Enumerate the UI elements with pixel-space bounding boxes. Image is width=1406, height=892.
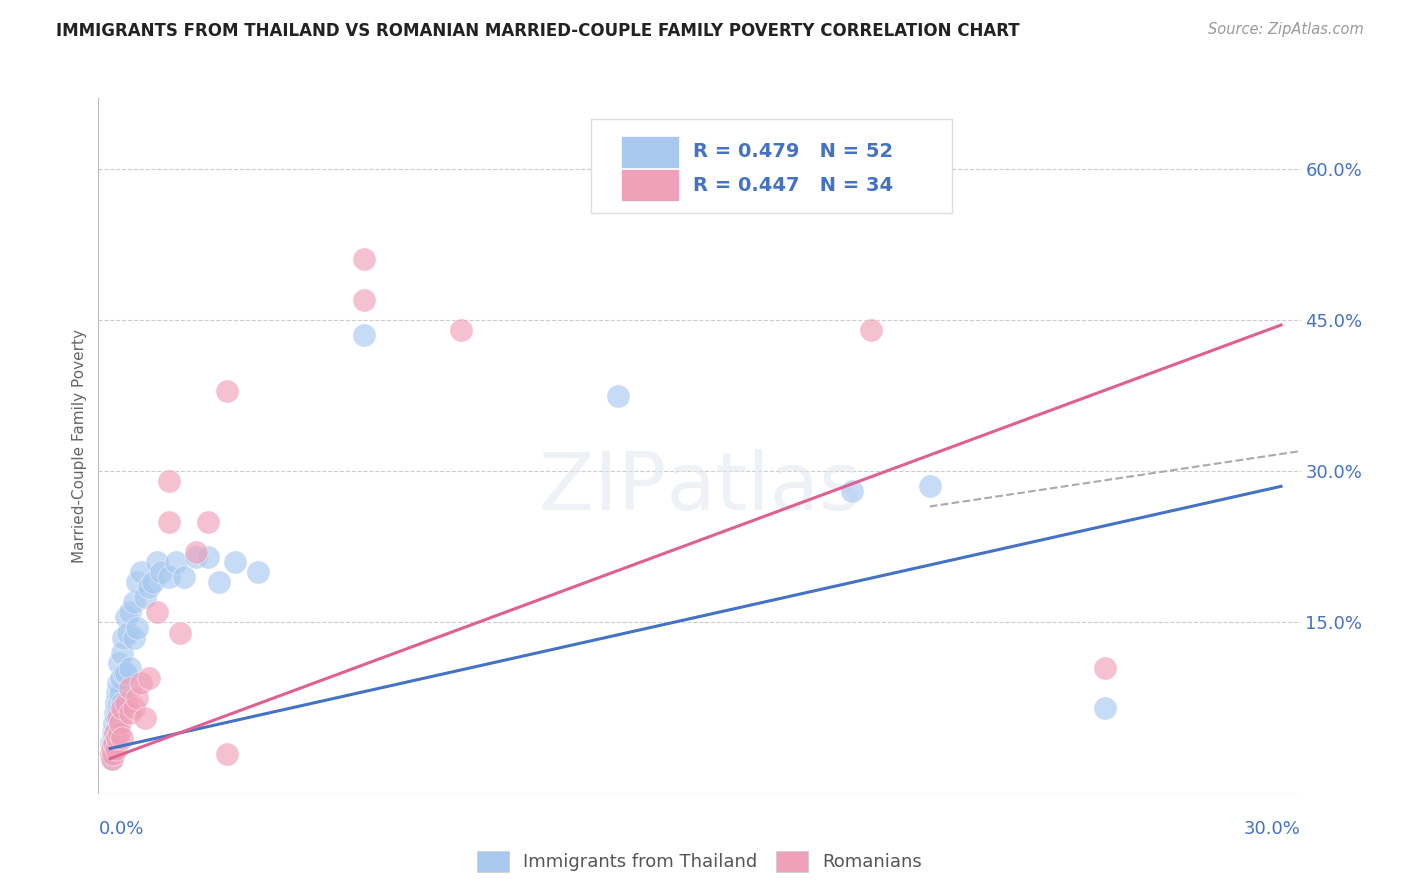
Point [105, 731, 128, 746]
Point [107, 696, 129, 710]
Point [100, 747, 122, 761]
Point [860, 323, 883, 337]
Point [353, 252, 375, 267]
Point [841, 484, 863, 499]
Point [450, 323, 472, 337]
Point [104, 711, 127, 725]
Point [224, 555, 246, 569]
Legend: Immigrants from Thailand, Romanians: Immigrants from Thailand, Romanians [470, 844, 929, 879]
Point [157, 475, 180, 489]
Point [111, 696, 134, 710]
Point [127, 691, 149, 706]
FancyBboxPatch shape [621, 136, 679, 168]
Point [101, 741, 124, 756]
Point [114, 610, 136, 624]
Text: 30.0%: 30.0% [1244, 820, 1301, 838]
Point [122, 631, 145, 645]
Point [114, 696, 136, 710]
Point [173, 570, 195, 584]
Text: Source: ZipAtlas.com: Source: ZipAtlas.com [1208, 22, 1364, 37]
Point [197, 515, 219, 529]
Point [118, 681, 141, 695]
Text: IMMIGRANTS FROM THAILAND VS ROMANIAN MARRIED-COUPLE FAMILY POVERTY CORRELATION C: IMMIGRANTS FROM THAILAND VS ROMANIAN MAR… [56, 22, 1019, 40]
Point [111, 701, 134, 715]
Text: R = 0.447   N = 34: R = 0.447 N = 34 [693, 176, 894, 194]
Point [918, 479, 941, 493]
Point [110, 671, 132, 685]
Point [138, 671, 160, 685]
Point [107, 726, 129, 740]
Point [197, 549, 219, 564]
Text: 0.0%: 0.0% [98, 820, 143, 838]
Point [146, 606, 169, 620]
Point [138, 580, 160, 594]
Point [103, 736, 125, 750]
Point [122, 595, 145, 609]
Point [108, 716, 131, 731]
Point [100, 751, 122, 765]
Point [127, 575, 149, 590]
Point [104, 706, 127, 721]
Point [118, 606, 141, 620]
FancyBboxPatch shape [592, 119, 952, 213]
Point [111, 631, 134, 645]
Point [103, 747, 125, 761]
Point [103, 736, 125, 750]
Point [118, 706, 141, 721]
Point [112, 665, 135, 680]
Point [107, 711, 129, 725]
Point [184, 549, 207, 564]
Point [247, 565, 270, 579]
Y-axis label: Married-Couple Family Poverty: Married-Couple Family Poverty [72, 329, 87, 563]
Point [101, 751, 124, 765]
Point [104, 726, 127, 740]
Point [118, 661, 141, 675]
Point [166, 555, 188, 569]
Point [111, 731, 134, 746]
Point [1094, 701, 1116, 715]
Point [353, 328, 375, 343]
Point [111, 646, 134, 660]
Point [100, 736, 122, 750]
Point [127, 620, 149, 634]
Point [105, 722, 128, 736]
Point [101, 726, 124, 740]
FancyBboxPatch shape [621, 169, 679, 201]
Text: R = 0.479   N = 52: R = 0.479 N = 52 [693, 142, 894, 161]
Point [114, 665, 136, 680]
Point [146, 555, 169, 569]
Point [107, 676, 129, 690]
Point [208, 575, 231, 590]
Point [103, 747, 125, 761]
Point [105, 696, 128, 710]
Point [149, 565, 172, 579]
Point [108, 656, 131, 670]
Point [134, 591, 156, 605]
Point [142, 575, 165, 590]
Point [101, 741, 124, 756]
Point [353, 293, 375, 307]
Point [157, 515, 180, 529]
Point [117, 625, 139, 640]
Point [134, 711, 156, 725]
Point [169, 625, 191, 640]
Point [131, 565, 153, 579]
Point [108, 686, 131, 700]
Point [122, 701, 145, 715]
Point [131, 676, 153, 690]
Point [107, 706, 129, 721]
Point [103, 716, 125, 731]
Point [184, 545, 207, 559]
Point [105, 686, 128, 700]
Point [606, 388, 628, 402]
Point [104, 726, 127, 740]
Point [1094, 661, 1116, 675]
Point [100, 747, 122, 761]
Point [217, 384, 239, 398]
Point [157, 570, 180, 584]
Text: ZIP​atlas: ZIP​atlas [538, 449, 860, 527]
Point [217, 747, 239, 761]
Point [104, 741, 127, 756]
